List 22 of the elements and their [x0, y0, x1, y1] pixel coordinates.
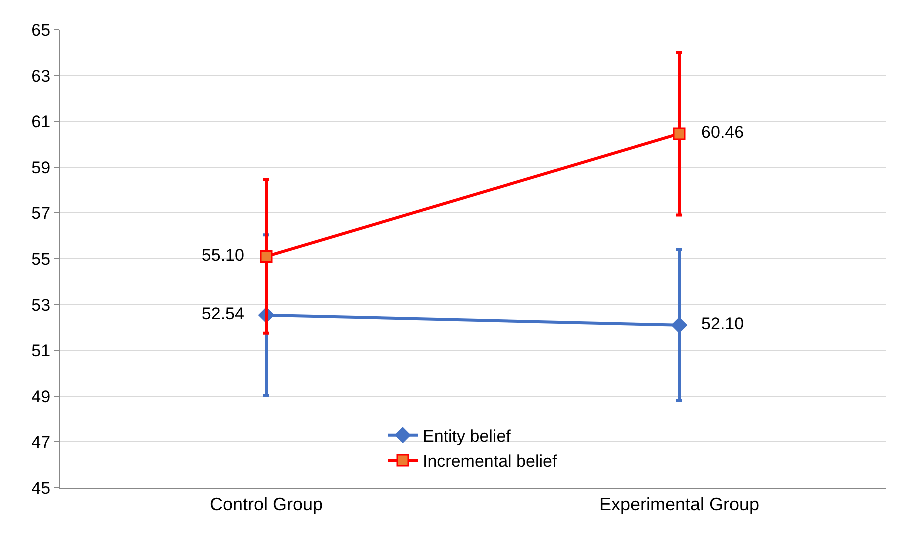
data-label: 52.10 — [687, 314, 758, 334]
y-tick-label: 59 — [32, 158, 51, 178]
x-tick-label: Control Group — [210, 494, 324, 515]
data-label: 60.46 — [687, 123, 758, 142]
y-tick-label: 57 — [32, 204, 51, 224]
y-tick-label: 49 — [32, 387, 51, 406]
point — [260, 250, 273, 263]
y-tick-label: 61 — [32, 112, 51, 132]
y-tick-label: 47 — [32, 433, 51, 452]
y-tick-label: 53 — [32, 296, 51, 315]
y-tick-label: 51 — [32, 342, 51, 361]
y-tick-label: 45 — [32, 478, 51, 498]
legend-label: Incremental belief — [423, 452, 558, 472]
y-tick-label: 65 — [32, 20, 51, 40]
data-label: 55.10 — [188, 246, 259, 265]
y-tick-label: 63 — [32, 66, 51, 86]
point — [673, 128, 686, 140]
data-label: 52.54 — [188, 304, 259, 324]
legend-label: Entity belief — [423, 427, 512, 446]
point — [672, 318, 688, 334]
x-tick-label: Experimental Group — [599, 494, 760, 515]
y-tick-label: 55 — [32, 250, 51, 269]
